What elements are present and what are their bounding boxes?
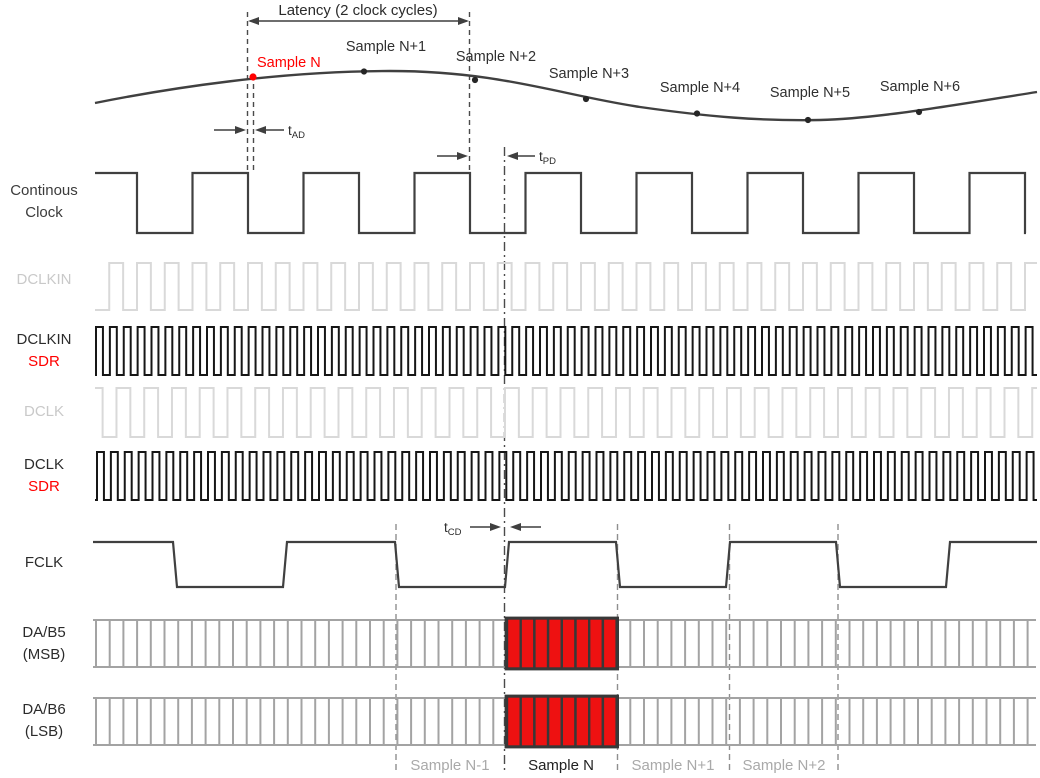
arrowhead	[507, 152, 518, 160]
highlighted-data-bit	[533, 617, 550, 670]
label-dab6-lsb: DA/B6 (LSB)	[22, 701, 66, 740]
sample-label-top: Sample N	[257, 55, 321, 71]
highlighted-data-bit	[574, 617, 591, 670]
dab5-bus	[93, 616, 1036, 671]
tpd-label: tPD	[539, 149, 556, 167]
dab6-bus	[93, 694, 1036, 749]
highlighted-data-bit	[533, 695, 550, 748]
fclk-wave	[93, 540, 1037, 589]
highlighted-data-bit	[519, 617, 536, 670]
label-continuous-clock: Continous Clock	[0, 180, 88, 224]
highlighted-data-bit	[546, 695, 563, 748]
signal-label-column: Continous Clock DCLKIN DCLKIN SDR DCLK D…	[0, 0, 92, 778]
highlighted-data-bit	[588, 695, 605, 748]
arrowhead	[490, 523, 501, 531]
label-dab5-msb: DA/B5 (MSB)	[22, 624, 66, 663]
label-dclk: DCLK	[23, 403, 64, 420]
highlighted-sample-word	[504, 694, 619, 749]
label-continuous: Continous	[10, 182, 78, 199]
highlighted-data-bit	[601, 695, 618, 748]
dclkin-sdr-wave	[95, 326, 1037, 376]
sample-label-bottom: Sample N	[528, 757, 594, 774]
sample-point-dot	[804, 116, 812, 124]
arrowhead	[458, 17, 469, 25]
sample-label-top: Sample N+1	[346, 39, 426, 55]
label-dclk-sdr: DCLK SDR	[23, 456, 64, 495]
tad-label: tAD	[288, 123, 305, 141]
timing-annotations: Latency (2 clock cycles) tAD tPD tCD	[214, 2, 556, 538]
highlighted-data-bit	[574, 695, 591, 748]
highlighted-data-bit	[505, 695, 522, 748]
sample-point-dot	[360, 68, 368, 75]
sample-label-top: Sample N+2	[456, 49, 536, 65]
sample-label-top: Sample N+6	[880, 79, 960, 95]
sample-label-bottom: Sample N-1	[410, 757, 489, 774]
label-clock: Clock	[25, 204, 63, 221]
analog-waveform	[94, 69, 1038, 122]
sample-point-dot	[915, 108, 923, 116]
sample-label-top: Sample N+3	[549, 66, 629, 82]
sample-label-bottom: Sample N+2	[743, 757, 826, 774]
arrowhead	[510, 523, 521, 531]
arrowhead	[457, 152, 468, 160]
sample-point-dot	[582, 95, 590, 103]
dclk-wave	[95, 387, 1037, 438]
sample-point-dot	[249, 73, 257, 81]
arrowhead	[255, 126, 266, 134]
highlighted-data-bit	[601, 617, 618, 670]
sample-label-top: Sample N+4	[660, 80, 740, 96]
sample-label-top: Sample N+5	[770, 85, 850, 101]
label-dclkin-sdr: DCLKIN SDR	[16, 331, 72, 370]
arrowhead	[248, 17, 259, 25]
highlighted-data-bit	[505, 617, 522, 670]
highlighted-sample-word	[504, 616, 619, 671]
arrowhead	[235, 126, 246, 134]
highlighted-data-bit	[560, 695, 577, 748]
bottom-sample-labels: Sample N-1 Sample N Sample N+1 Sample N+2	[410, 757, 825, 774]
continuous-clock-wave	[95, 171, 1027, 235]
tcd-label: tCD	[444, 520, 462, 538]
sample-point-dot	[471, 76, 479, 84]
sample-point-dot	[693, 110, 701, 117]
latency-label: Latency (2 clock cycles)	[278, 2, 437, 19]
highlighted-data-bit	[546, 617, 563, 670]
dclkin-wave	[95, 262, 1037, 311]
label-fclk: FCLK	[24, 554, 64, 571]
analog-input-curve: Sample N Sample N+1 Sample N+2 Sample N+3 Sa…	[94, 39, 1038, 124]
highlighted-data-bit	[588, 617, 605, 670]
label-dclkin: DCLKIN	[16, 271, 72, 288]
highlighted-data-bit	[560, 617, 577, 670]
highlighted-data-bit	[519, 695, 536, 748]
sample-label-bottom: Sample N+1	[632, 757, 715, 774]
dclk-sdr-wave	[95, 451, 1037, 501]
